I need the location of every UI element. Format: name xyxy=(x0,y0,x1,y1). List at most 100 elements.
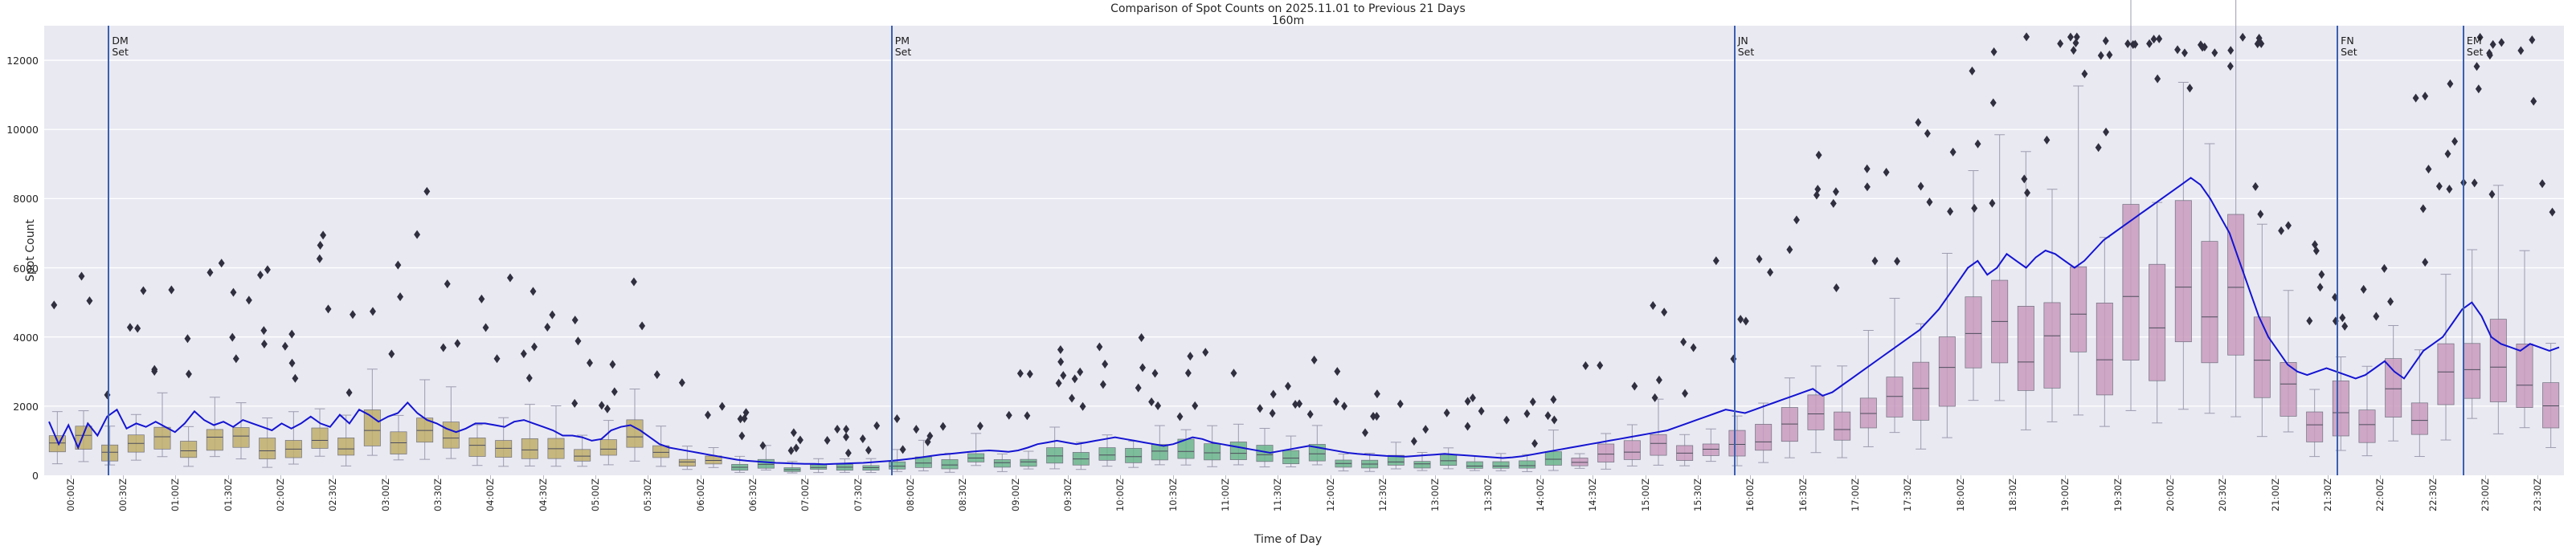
y-tick-label: 2000 xyxy=(13,400,39,413)
boxplot-box xyxy=(1440,454,1458,466)
outlier-marker xyxy=(51,300,58,310)
boxplot-box xyxy=(2464,343,2481,399)
boxplot-box xyxy=(1623,440,1641,460)
outlier-marker xyxy=(2146,39,2153,48)
outlier-marker xyxy=(264,265,271,275)
outlier-marker xyxy=(873,421,881,430)
outlier-marker xyxy=(1373,411,1380,421)
boxplot-box xyxy=(1807,394,1825,430)
outlier-marker xyxy=(759,441,767,450)
outlier-marker xyxy=(184,334,191,344)
outlier-marker xyxy=(2419,204,2427,214)
x-tick-label: 19:30Z xyxy=(2112,479,2124,512)
outlier-marker xyxy=(1650,300,1657,310)
outlier-marker xyxy=(1478,406,1485,416)
x-tickmark xyxy=(2065,475,2067,479)
x-tick-label: 08:00Z xyxy=(905,479,916,512)
boxplot-box xyxy=(153,426,171,450)
outlier-marker xyxy=(520,349,527,359)
x-tick-label: 01:00Z xyxy=(170,479,182,512)
outlier-marker xyxy=(317,241,324,250)
event-label: PM Set xyxy=(894,35,912,58)
gridlines-group xyxy=(44,59,2564,407)
outlier-marker xyxy=(260,326,268,336)
boxplot-box xyxy=(2201,241,2218,364)
outlier-marker xyxy=(525,373,533,383)
x-tickmark xyxy=(175,475,177,479)
x-tick-label: 10:00Z xyxy=(1114,479,1126,512)
boxplot-box xyxy=(2385,358,2402,417)
outlier-marker xyxy=(1138,332,1145,342)
outlier-marker xyxy=(1373,389,1380,399)
outlier-marker xyxy=(844,448,852,458)
outlier-marker xyxy=(1947,206,1954,216)
outlier-marker xyxy=(2498,38,2505,47)
boxplot-box xyxy=(1413,461,1431,469)
outlier-marker xyxy=(1187,352,1194,361)
outlier-marker xyxy=(531,342,538,352)
outlier-marker xyxy=(1296,399,1303,409)
outlier-marker xyxy=(2211,48,2218,58)
outlier-marker xyxy=(2435,181,2443,191)
boxplot-box xyxy=(1544,451,1562,466)
outlier-marker xyxy=(1285,381,1291,391)
boxplot-box xyxy=(1282,450,1300,465)
outlier-marker xyxy=(1005,410,1012,420)
outlier-marker xyxy=(478,294,485,303)
x-tick-label: 12:00Z xyxy=(1324,479,1336,512)
outlier-marker xyxy=(1926,198,1933,207)
x-tickmark xyxy=(280,475,281,479)
outlier-marker xyxy=(2473,62,2480,71)
outlier-marker xyxy=(893,414,901,424)
outlier-marker xyxy=(1230,369,1237,378)
y-tick-label: 10000 xyxy=(6,124,39,136)
boxplot-box xyxy=(2306,411,2324,442)
x-tick-label: 18:00Z xyxy=(1954,479,1966,512)
outlier-marker xyxy=(1202,348,1209,357)
x-tick-label: 20:30Z xyxy=(2217,479,2229,512)
boxplot-box xyxy=(1702,443,1719,456)
outlier-marker xyxy=(2181,48,2188,58)
boxplot-box xyxy=(1466,461,1483,469)
x-tickmark xyxy=(910,475,911,479)
current-day-line xyxy=(48,177,2560,466)
x-tickmark xyxy=(1855,475,1856,479)
outlier-marker xyxy=(2530,96,2537,106)
outlier-marker xyxy=(423,186,431,196)
event-line-dm-set xyxy=(108,26,110,475)
boxplot-box xyxy=(599,439,617,456)
boxplot-box xyxy=(1387,454,1405,466)
outlier-marker xyxy=(843,425,850,434)
outlier-marker xyxy=(1661,308,1668,317)
outlier-marker xyxy=(151,366,158,376)
outlier-marker xyxy=(571,398,579,408)
outlier-marker xyxy=(530,287,537,296)
outlier-marker xyxy=(1883,168,1890,177)
x-tick-label: 13:00Z xyxy=(1429,479,1441,512)
x-tickmark xyxy=(1435,475,1437,479)
outlier-marker xyxy=(792,443,799,453)
outlier-marker xyxy=(2081,69,2088,79)
outlier-marker xyxy=(1863,164,1871,173)
outlier-marker xyxy=(549,310,556,320)
outlier-marker xyxy=(350,310,356,320)
boxplot-box xyxy=(1229,442,1247,460)
outlier-marker xyxy=(2360,284,2367,294)
boxplot-box xyxy=(2280,362,2297,417)
boxplot-box xyxy=(337,438,355,456)
boxplot-box xyxy=(2253,316,2271,398)
x-tick-label: 11:30Z xyxy=(1272,479,1284,512)
outlier-marker xyxy=(1176,412,1184,422)
outlier-marker xyxy=(1990,47,1997,57)
x-tickmark xyxy=(2537,475,2539,479)
x-tick-label: 23:00Z xyxy=(2480,479,2491,512)
outlier-marker xyxy=(2154,74,2161,83)
outlier-marker xyxy=(2097,51,2104,60)
outlier-marker xyxy=(1184,369,1192,378)
x-tick-label: 05:00Z xyxy=(590,479,601,512)
outlier-marker xyxy=(2043,135,2051,145)
x-tickmark xyxy=(490,475,492,479)
x-tickmark xyxy=(753,475,754,479)
x-tick-label: 23:30Z xyxy=(2532,479,2544,512)
outlier-marker xyxy=(1737,315,1744,324)
